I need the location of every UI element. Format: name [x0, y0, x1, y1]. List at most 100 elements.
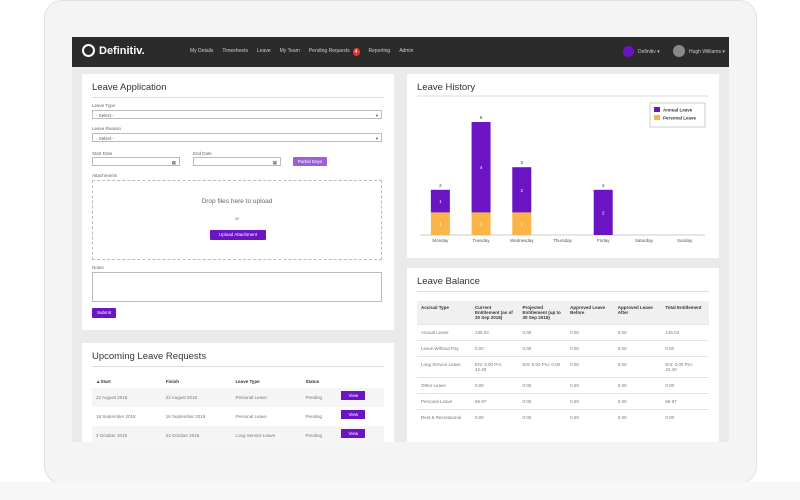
- submit-button[interactable]: Submit: [92, 308, 116, 318]
- laptop-base: [0, 482, 800, 500]
- value-label: 1: [439, 199, 442, 204]
- cell: 0.00: [617, 415, 627, 420]
- nav-item[interactable]: Reporting: [368, 48, 391, 54]
- brand[interactable]: Definitiv.: [99, 45, 145, 57]
- or-text: or: [234, 216, 239, 221]
- bar-segment: [512, 212, 532, 235]
- nav-item[interactable]: My Details: [190, 48, 214, 54]
- total-label: 2: [439, 183, 442, 188]
- nav-item[interactable]: Leave: [257, 48, 271, 54]
- leave-balance-panel: Leave Balance Accrual Type Current Entitl…: [407, 268, 719, 442]
- cell: 135.03: [665, 330, 680, 335]
- start-date-input[interactable]: ▦: [92, 157, 180, 166]
- label: Attachments: [92, 173, 118, 178]
- request-row: 18 September 2018 18 September 2018 Person…: [92, 407, 384, 426]
- value-label: 1: [521, 222, 524, 227]
- view-button[interactable]: View: [341, 429, 366, 438]
- org-menu[interactable]: Definitiv ▾: [638, 49, 660, 55]
- user-name: Hugh Williams: [689, 49, 721, 55]
- cell: Leave Without Pay: [421, 346, 459, 351]
- org-name: Definitiv: [638, 49, 656, 55]
- nav-item[interactable]: Timesheets: [222, 48, 249, 54]
- column-header: Approved Leave After: [617, 305, 653, 315]
- leave-type-select[interactable]: - Select - ▾: [92, 110, 382, 119]
- header-row: ▲Start Finish Leave Type Status: [92, 375, 384, 388]
- balance-row: Personal Leave 66.97 0.00 0.00 0.00 66.97: [417, 393, 709, 410]
- value-label: 1: [480, 222, 483, 227]
- x-tick-label: Saturday: [635, 238, 654, 243]
- cell: 0.00: [570, 399, 579, 404]
- nav-item[interactable]: My Team: [279, 48, 300, 54]
- bar-segment: [430, 189, 450, 213]
- cell: 0.00: [570, 415, 579, 420]
- leave-reason-select[interactable]: - Select - ▾: [92, 133, 382, 142]
- cell: 0.00: [617, 383, 627, 388]
- panel-title: Leave Application: [92, 82, 384, 98]
- leave-application-panel: Leave Application Leave Type - Select - ▾…: [82, 74, 394, 330]
- balance-row: Other Leave 0.00 0.00 0.00 0.00 0.00: [417, 377, 709, 394]
- logo-icon: [82, 44, 95, 57]
- x-tick-label: Monday: [432, 238, 449, 243]
- cell: 0.00: [665, 383, 675, 388]
- leave-history-panel: Leave History Monday 1 1 2 Tuesday 1 4 5 Wednesd…: [407, 74, 719, 258]
- bar-segment: [593, 189, 613, 235]
- cell: 66.97: [665, 399, 677, 404]
- cell: 0.00: [474, 346, 484, 351]
- cell: 0.00: [570, 362, 579, 367]
- end-date-input[interactable]: ▦: [193, 157, 281, 166]
- cell: 3 October 2018: [96, 433, 128, 438]
- legend-swatch: [654, 107, 660, 112]
- value-label: 4: [480, 165, 483, 170]
- cell: Personal Leave: [235, 414, 267, 419]
- x-tick-label: Wednesday: [510, 238, 534, 243]
- cell: 66.97: [474, 399, 487, 404]
- column-header: Accrual Type: [421, 305, 449, 310]
- avatar: [673, 45, 685, 57]
- bar-segment: [471, 122, 491, 213]
- x-tick-label: Friday: [597, 238, 610, 243]
- label: End Date: [193, 151, 212, 156]
- bar-segment: [512, 167, 532, 213]
- column-header-blank: [337, 375, 384, 388]
- cell: Pending: [305, 433, 323, 438]
- cell: View: [337, 407, 384, 426]
- nav-item[interactable]: Pending Requests: [308, 48, 350, 54]
- column-header: Projected Entitlement (up to 30 Sep 2018…: [522, 305, 561, 320]
- x-tick-label: Tuesday: [473, 238, 491, 243]
- nav-item[interactable]: Admin: [399, 48, 414, 54]
- view-button[interactable]: View: [341, 410, 366, 419]
- cell: 0.00: [522, 415, 532, 420]
- label: Notes: [92, 265, 104, 270]
- cell: 22 August 2018: [96, 395, 128, 400]
- cell: Ent: 0.00 Pro: 42.40: [474, 362, 503, 372]
- column-header: ▲Start: [96, 379, 111, 384]
- nav-items: My Details Timesheets Leave My Team Pending …: [190, 48, 413, 56]
- column-header: Status: [305, 379, 320, 384]
- legend-swatch: [654, 115, 660, 120]
- bar-segment: [471, 212, 491, 235]
- cell: 24 October 2018: [165, 433, 200, 438]
- cell: Pending: [305, 414, 323, 419]
- notes-textarea[interactable]: [92, 272, 382, 302]
- column-header: Approved Leave Before: [570, 305, 606, 315]
- partial-days-button[interactable]: Partial Days: [293, 157, 327, 166]
- upcoming-panel: Upcoming Leave Requests ▲Start Finish Leav…: [82, 343, 394, 442]
- user-menu[interactable]: Hugh Williams ▾: [689, 49, 725, 55]
- bar-segment: [430, 212, 450, 235]
- total-label: 5: [480, 115, 483, 120]
- label: Leave Reason: [92, 126, 122, 131]
- legend-label: Personal Leave: [663, 116, 697, 121]
- view-button[interactable]: View: [341, 391, 366, 400]
- balance-row: Long Service Leave Ent: 0.00 Pro: 42.40 En…: [417, 356, 709, 378]
- column-header: Finish: [165, 379, 179, 384]
- cell: 0.00: [570, 383, 579, 388]
- value-label: 2: [602, 210, 605, 215]
- upload-button[interactable]: Upload Attachment: [210, 230, 266, 240]
- dropzone[interactable]: Drop files here to upload or Upload Atta…: [92, 180, 382, 260]
- request-row: 22 August 2018 22 August 2018 Personal Lea…: [92, 388, 384, 407]
- cell: Personal Leave: [235, 395, 267, 400]
- balance-row: Annual Leave 135.03 0.00 0.00 0.00 135.03: [417, 324, 709, 341]
- cell: 0.00: [522, 330, 532, 335]
- chart-title: Leave History: [417, 82, 475, 93]
